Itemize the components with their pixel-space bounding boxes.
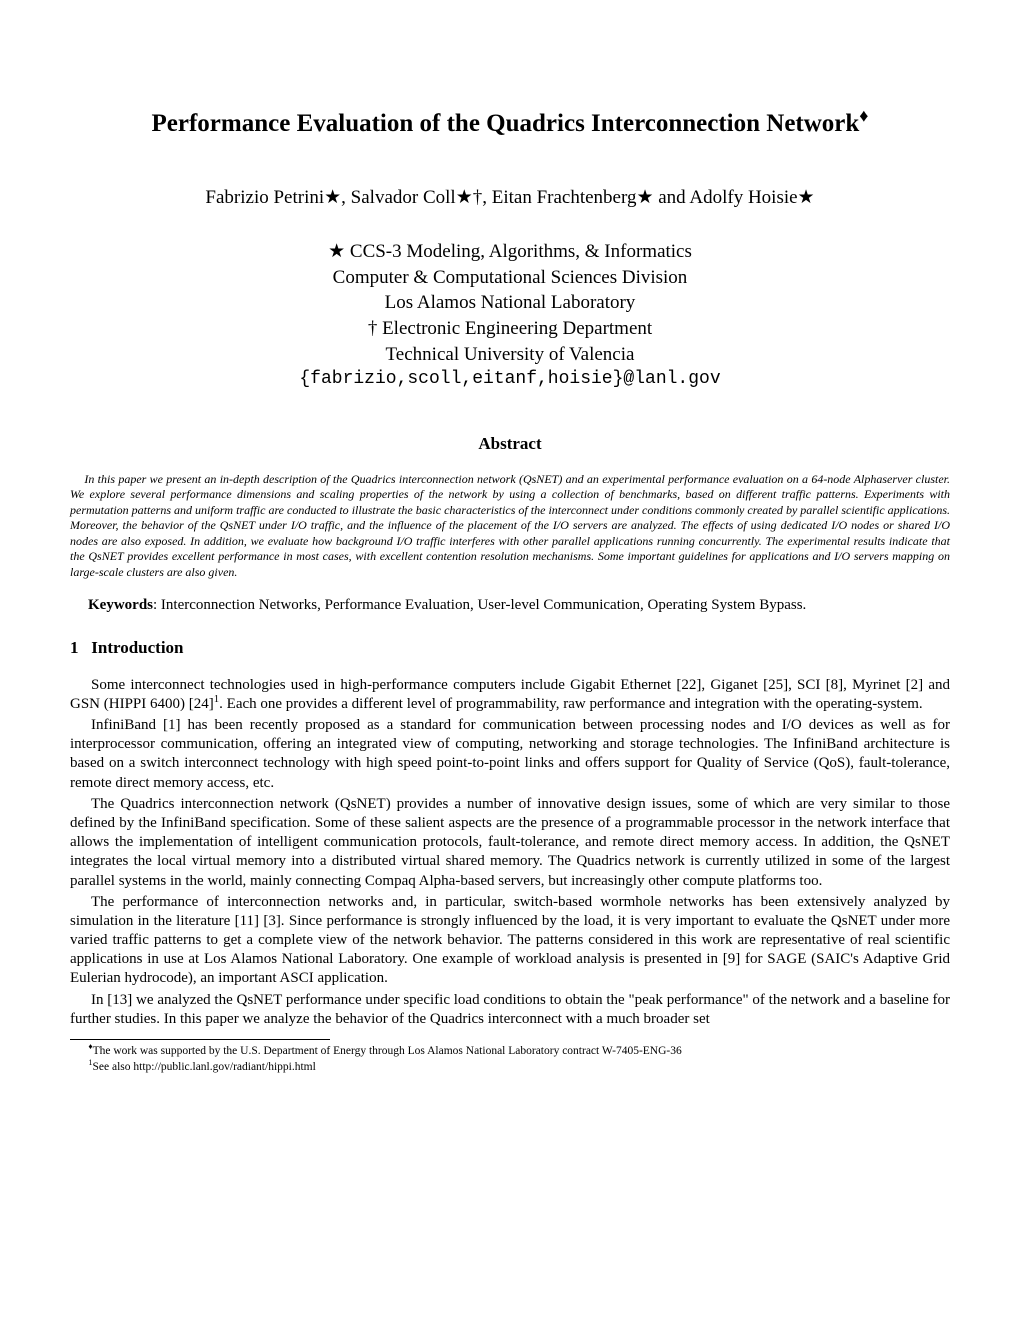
footnote-2-text: See also http://public.lanl.gov/radiant/… <box>93 1061 316 1073</box>
intro-para-4: The performance of interconnection netwo… <box>70 893 950 989</box>
affil-line-3: Los Alamos National Laboratory <box>70 290 950 316</box>
paper-page: Performance Evaluation of the Quadrics I… <box>0 0 1020 1115</box>
affil-line-4: † Electronic Engineering Department <box>70 316 950 342</box>
footnote-2: 1See also http://public.lanl.gov/radiant… <box>70 1060 950 1076</box>
title-marker: ♦ <box>859 106 868 126</box>
keywords-text: : Interconnection Networks, Performance … <box>153 597 806 613</box>
intro-para-1: Some interconnect technologies used in h… <box>70 676 950 714</box>
keywords-line: Keywords: Interconnection Networks, Perf… <box>70 597 950 614</box>
section-1-number: 1 <box>70 638 79 657</box>
abstract-text: In this paper we present an in-depth des… <box>70 472 950 581</box>
intro-para-2: InfiniBand [1] has been recently propose… <box>70 716 950 793</box>
intro-para-5: In [13] we analyzed the QsNET performanc… <box>70 991 950 1029</box>
footnote-1: ♦The work was supported by the U.S. Depa… <box>70 1044 950 1060</box>
footnotes-block: ♦The work was supported by the U.S. Depa… <box>70 1044 950 1075</box>
section-1-heading: 1 Introduction <box>70 638 950 658</box>
affil-line-2: Computer & Computational Sciences Divisi… <box>70 265 950 291</box>
affil-line-1: ★ CCS-3 Modeling, Algorithms, & Informat… <box>70 239 950 265</box>
intro-para-1b: . Each one provides a different level of… <box>219 696 923 712</box>
intro-para-3: The Quadrics interconnection network (Qs… <box>70 795 950 891</box>
paper-title: Performance Evaluation of the Quadrics I… <box>70 110 950 138</box>
footnote-1-text: The work was supported by the U.S. Depar… <box>93 1045 682 1057</box>
footnote-rule <box>70 1039 330 1040</box>
keywords-label: Keywords <box>88 597 153 613</box>
title-text: Performance Evaluation of the Quadrics I… <box>152 110 860 137</box>
authors-line: Fabrizio Petrini★, Salvador Coll★†, Eita… <box>70 186 950 209</box>
abstract-heading: Abstract <box>70 434 950 454</box>
affil-line-5: Technical University of Valencia <box>70 342 950 368</box>
affil-email: {fabrizio,scoll,eitanf,hoisie}@lanl.gov <box>70 367 950 391</box>
affiliations-block: ★ CCS-3 Modeling, Algorithms, & Informat… <box>70 239 950 392</box>
section-1-title: Introduction <box>91 638 183 657</box>
